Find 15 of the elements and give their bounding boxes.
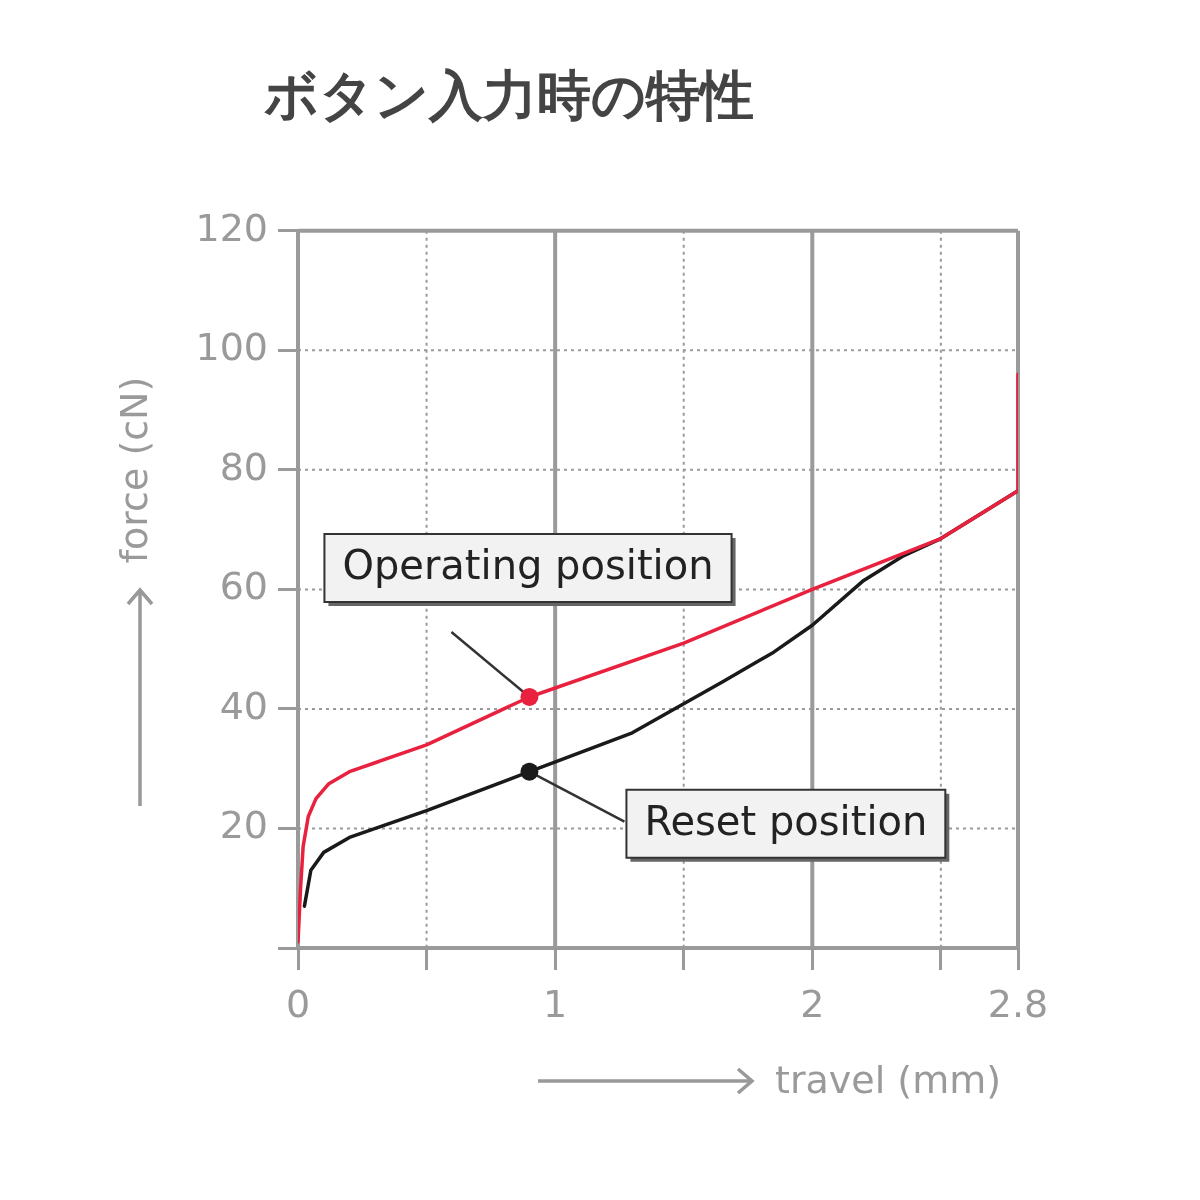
y-tick-label: 60 (219, 564, 268, 609)
x-tick-label: 0 (285, 981, 311, 1026)
x-axis-title: travel (mm) (775, 1057, 1001, 1102)
y-axis-title: force (cN) (111, 376, 156, 564)
y-tick-label: 80 (219, 444, 268, 489)
y-tick-label: 40 (219, 683, 268, 728)
annotation: Reset position (644, 798, 928, 845)
x-tick-label: 2 (800, 981, 825, 1026)
y-tick-label: 120 (195, 205, 268, 250)
y-tick-label: 100 (195, 325, 268, 370)
x-tick-label: 2.8 (987, 981, 1049, 1026)
annotation: Operating position (342, 542, 714, 589)
y-tick-label: 20 (219, 803, 268, 848)
x-tick-label: 1 (543, 981, 568, 1026)
chart-title: ボタン入力時の特性 (264, 64, 754, 128)
